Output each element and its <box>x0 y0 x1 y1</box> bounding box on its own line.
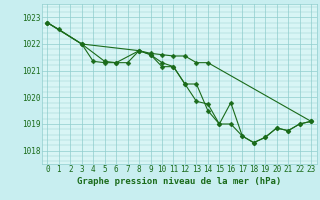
X-axis label: Graphe pression niveau de la mer (hPa): Graphe pression niveau de la mer (hPa) <box>77 177 281 186</box>
